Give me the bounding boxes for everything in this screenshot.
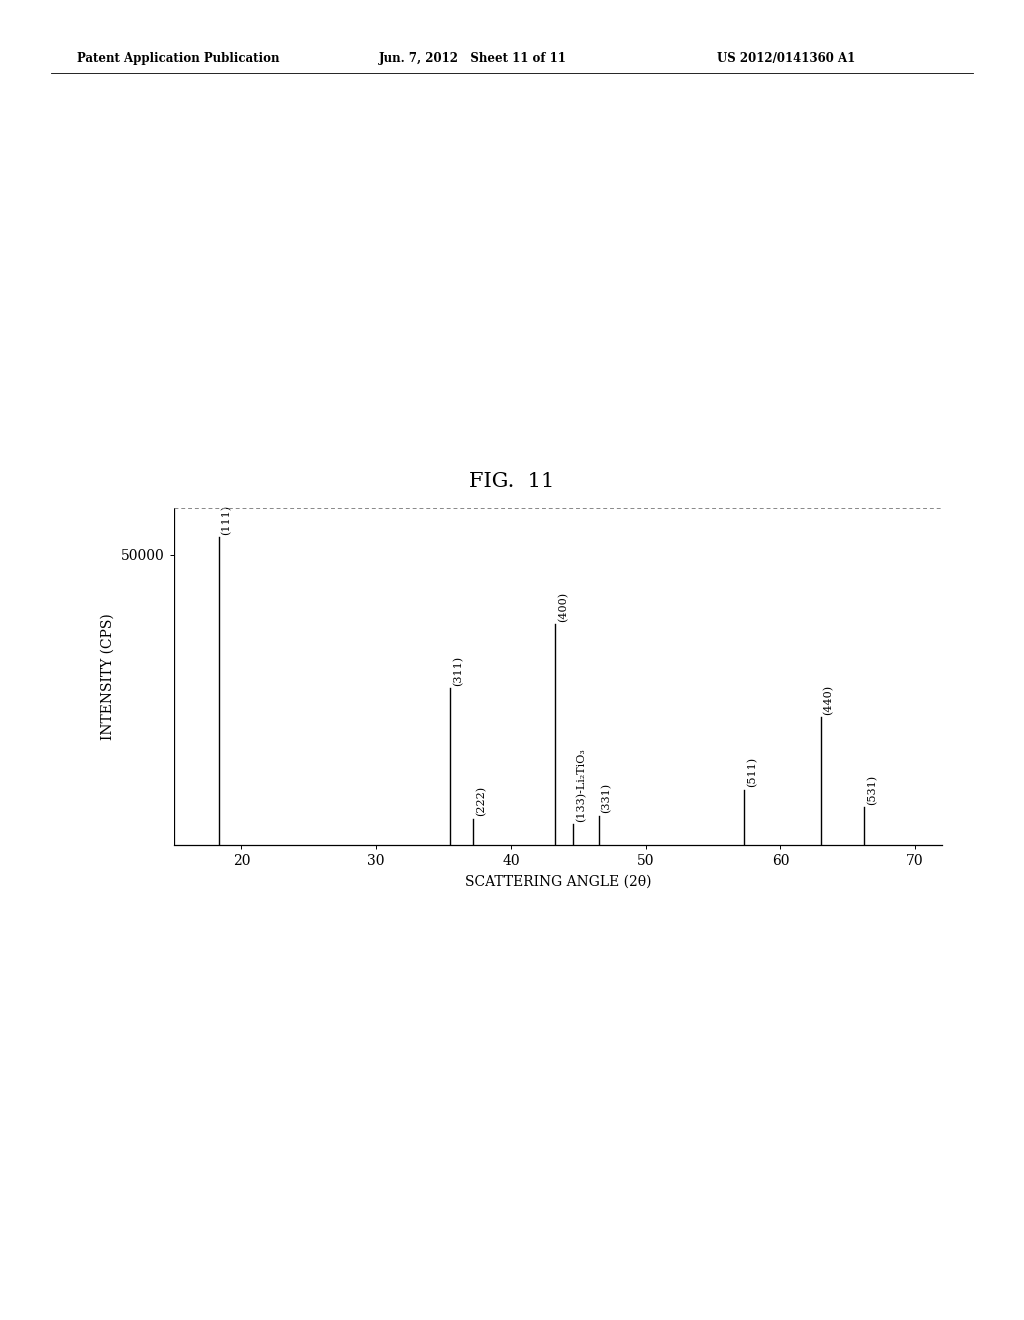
Text: (531): (531) bbox=[866, 775, 877, 805]
Text: (400): (400) bbox=[558, 591, 568, 622]
Text: Jun. 7, 2012   Sheet 11 of 11: Jun. 7, 2012 Sheet 11 of 11 bbox=[379, 51, 566, 65]
Text: (111): (111) bbox=[221, 504, 231, 535]
Text: (511): (511) bbox=[746, 758, 757, 787]
Y-axis label: INTENSITY (CPS): INTENSITY (CPS) bbox=[100, 612, 115, 741]
Text: US 2012/0141360 A1: US 2012/0141360 A1 bbox=[717, 51, 855, 65]
Text: (311): (311) bbox=[453, 656, 463, 686]
Text: Patent Application Publication: Patent Application Publication bbox=[77, 51, 280, 65]
Text: (331): (331) bbox=[601, 783, 611, 813]
X-axis label: SCATTERING ANGLE (2θ): SCATTERING ANGLE (2θ) bbox=[465, 875, 651, 888]
Text: FIG.  11: FIG. 11 bbox=[469, 473, 555, 491]
Text: (133)-Li₂TiO₃: (133)-Li₂TiO₃ bbox=[575, 748, 586, 822]
Text: (222): (222) bbox=[476, 787, 486, 816]
Text: (440): (440) bbox=[823, 685, 834, 715]
